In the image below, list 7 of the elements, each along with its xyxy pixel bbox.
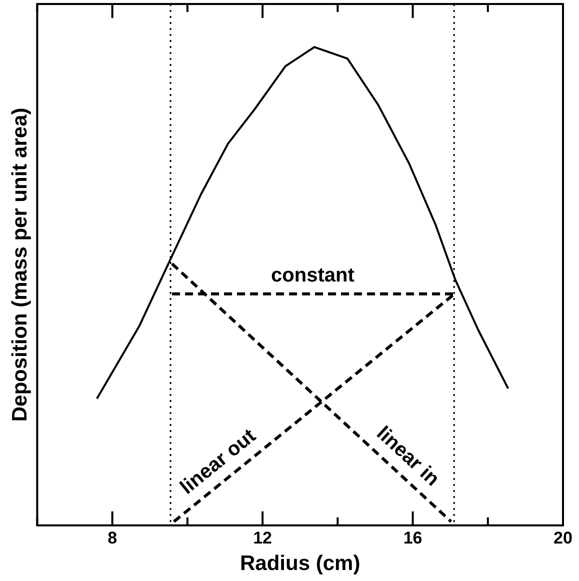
x-tick-label: 20 [554,528,572,548]
x-tick-label: 16 [403,528,422,548]
x-axis-title: Radius (cm) [240,552,360,576]
series-label: constant [271,264,355,286]
y-axis-title: Deposition (mass per unit area) [8,108,32,422]
x-tick-label: 8 [108,528,118,548]
x-tick-label: 12 [253,528,272,548]
